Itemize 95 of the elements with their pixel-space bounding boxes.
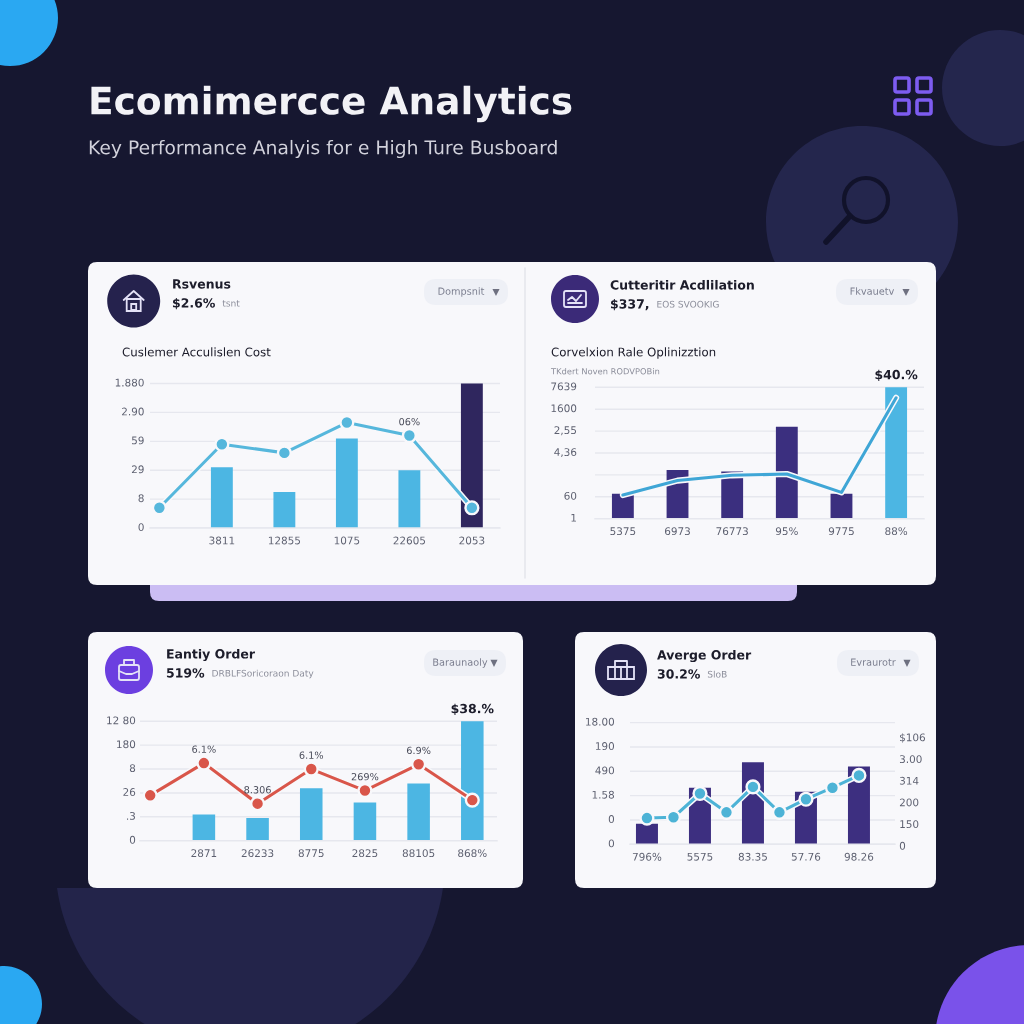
annotation: 6.1% xyxy=(192,745,216,753)
x-tick-label: 5375 xyxy=(610,527,636,536)
text: $106 xyxy=(900,733,926,743)
text: $337, xyxy=(610,298,649,311)
text: 200 xyxy=(899,798,919,807)
annotation: $38.% xyxy=(451,703,494,715)
text: 2,55 xyxy=(554,426,577,436)
text: DRBLFSoricoraon Daty xyxy=(212,669,314,679)
text: 490 xyxy=(595,766,615,775)
bar xyxy=(407,783,430,841)
bar xyxy=(299,788,323,841)
text: 12 80 xyxy=(107,716,136,725)
bar xyxy=(335,438,358,528)
text: 519% xyxy=(166,668,205,678)
text: Baraunaoly xyxy=(433,658,488,668)
bar xyxy=(273,491,296,528)
chart-subtitle: Corvelxion Rale Oplinizztion xyxy=(551,347,716,359)
chart-title: Rsvenus xyxy=(173,279,231,289)
text: 59 xyxy=(131,436,144,445)
text: tsnt xyxy=(222,300,240,307)
text: 0 xyxy=(899,841,906,850)
text: EOS SVOOKIG xyxy=(657,300,719,308)
text: 8 xyxy=(129,764,136,773)
text: 0 xyxy=(608,815,615,823)
text: Evraurotr xyxy=(851,658,896,666)
text: 0 xyxy=(138,523,144,532)
x-tick-label: 26233 xyxy=(241,849,274,858)
text: Ecomimercce Analytics xyxy=(91,85,572,123)
text: SloB xyxy=(707,670,727,678)
x-tick-label: 88105 xyxy=(402,849,435,858)
x-tick-label: 98.26 xyxy=(844,852,874,861)
text: $2.6% xyxy=(172,297,215,310)
text: 1.58 xyxy=(592,790,615,799)
bar xyxy=(460,383,483,528)
text: 0 xyxy=(129,835,136,844)
x-tick-label: 796% xyxy=(632,852,662,861)
text: 30.2% xyxy=(657,669,700,679)
text: 0 xyxy=(608,839,615,848)
x-tick-label: 5575 xyxy=(687,852,713,861)
text: Dompsnit xyxy=(438,287,485,297)
annotation: 06% xyxy=(399,417,420,426)
x-tick-label: 1075 xyxy=(334,536,360,545)
bar xyxy=(461,721,484,841)
x-tick-label: 95% xyxy=(775,527,798,536)
text: 4,36 xyxy=(554,448,577,458)
text: 150 xyxy=(900,820,919,829)
text: 8 xyxy=(138,494,144,503)
x-tick-label: 88% xyxy=(885,527,908,536)
x-tick-label: 2871 xyxy=(191,849,217,858)
annotation: 6.9% xyxy=(406,746,431,755)
text: 26 xyxy=(123,788,136,796)
text: 180 xyxy=(117,740,136,749)
text: .3 xyxy=(127,811,135,820)
x-tick-label: 83.35 xyxy=(738,852,767,861)
text: 7639 xyxy=(551,382,577,391)
text: 60 xyxy=(564,491,577,500)
x-tick-label: 6973 xyxy=(665,527,690,536)
text: 2.90 xyxy=(122,407,144,416)
text: 18.00 xyxy=(586,717,615,726)
text: 190 xyxy=(595,742,615,750)
x-tick-label: 2825 xyxy=(352,849,378,858)
x-tick-label: 76773 xyxy=(716,527,748,536)
text: TKdert Noven RODVPOBin xyxy=(550,367,660,375)
text: Fkvauetv xyxy=(850,287,895,295)
text: 3.00 xyxy=(899,755,922,764)
text: 29 xyxy=(131,465,144,474)
bar xyxy=(246,818,269,841)
bar xyxy=(830,493,853,519)
text: 1.880 xyxy=(115,378,144,387)
bar xyxy=(353,802,377,841)
x-tick-label: 2053 xyxy=(459,536,485,545)
x-tick-label: 3811 xyxy=(209,536,235,545)
annotation: $40.% xyxy=(875,369,918,381)
chart-title: Cutteritir Acdlilation xyxy=(610,279,754,290)
bar xyxy=(192,814,216,841)
x-tick-label: 12855 xyxy=(268,536,301,545)
x-tick-label: 9775 xyxy=(828,527,854,536)
chart-title: Eantiy Order xyxy=(167,648,255,662)
bar xyxy=(210,467,233,528)
text: 1600 xyxy=(551,404,577,413)
bar xyxy=(885,387,908,519)
annotation: 6.1% xyxy=(299,751,324,759)
annotation: 8.306 xyxy=(244,786,271,794)
chart-subtitle: Cuslemer Acculislen Cost xyxy=(122,347,271,357)
annotation: 269% xyxy=(351,772,379,781)
x-tick-label: 22605 xyxy=(393,536,426,545)
x-tick-label: 868% xyxy=(458,849,487,858)
text: Key Performance Analyis for e High Ture Busboard xyxy=(89,139,557,159)
text: 314 xyxy=(899,776,919,785)
x-tick-label: 8775 xyxy=(298,849,324,858)
x-tick-label: 57.76 xyxy=(791,852,821,861)
text: 1 xyxy=(571,513,576,522)
bar xyxy=(398,470,421,528)
chart-title: Averge Order xyxy=(657,649,752,663)
bar xyxy=(775,426,798,519)
